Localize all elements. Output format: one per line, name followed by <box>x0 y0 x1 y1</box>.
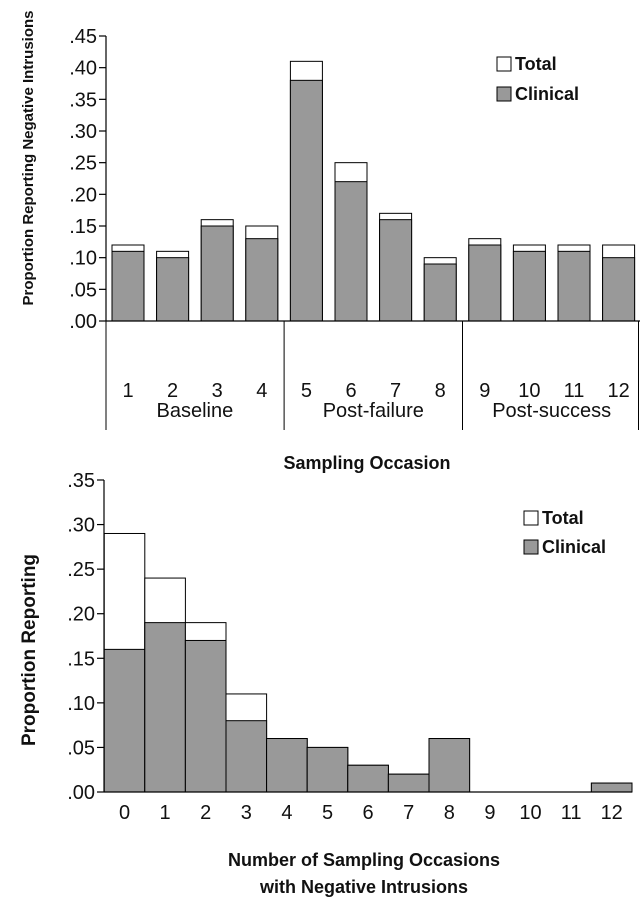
top-group-labels: Baseline Post-failure Post-success <box>106 321 639 430</box>
bar-clinical <box>469 245 501 321</box>
x-tick-label: 2 <box>200 802 211 824</box>
bar-clinical <box>226 721 267 792</box>
bar-clinical <box>348 765 389 792</box>
y-tick-label: .10 <box>69 248 97 270</box>
top-y-axis-title: Proportion Reporting Negative Intrusions <box>20 10 37 305</box>
x-tick-label: 4 <box>256 380 267 402</box>
group-label: Post-failure <box>323 400 424 422</box>
x-tick-label: 4 <box>281 802 292 824</box>
bar-clinical <box>424 264 456 321</box>
x-tick-label: 8 <box>435 380 446 402</box>
y-tick-label: .40 <box>69 58 97 80</box>
bar-clinical <box>145 623 186 792</box>
y-tick-label: .35 <box>67 470 95 492</box>
bottom-legend-label-total: Total <box>542 508 584 528</box>
x-tick-label: 8 <box>444 802 455 824</box>
x-tick-label: 5 <box>301 380 312 402</box>
bar-clinical <box>267 739 308 792</box>
bar-clinical <box>246 239 278 321</box>
bar-clinical <box>380 220 412 321</box>
bar-clinical <box>388 774 429 792</box>
bar-clinical <box>112 251 144 321</box>
x-tick-label: 11 <box>561 802 582 824</box>
bar-clinical <box>591 783 632 792</box>
bar-clinical <box>603 258 635 321</box>
x-tick-label: 5 <box>322 802 333 824</box>
y-tick-label: .20 <box>69 184 97 206</box>
bar-clinical <box>185 640 226 792</box>
y-tick-label: .15 <box>67 648 95 670</box>
x-tick-label: 12 <box>601 802 623 824</box>
x-tick-label: 6 <box>363 802 374 824</box>
x-tick-label: 7 <box>390 380 401 402</box>
bottom-chart: Proportion Reporting .00 .05 .10 .15 .20 .25.… <box>19 470 632 897</box>
y-tick-label: .00 <box>67 782 95 804</box>
y-tick-label: .35 <box>69 89 97 111</box>
y-tick-label: .00 <box>69 311 97 333</box>
top-legend-label-total: Total <box>515 54 557 74</box>
bottom-x-axis-title-line2: with Negative Intrusions <box>259 877 468 897</box>
group-label: Baseline <box>157 400 234 422</box>
bottom-x-axis-title-line1: Number of Sampling Occasions <box>228 850 500 870</box>
y-tick-label: .25 <box>67 559 95 581</box>
bar-clinical <box>513 251 545 321</box>
bar-clinical <box>290 80 322 321</box>
bar-clinical <box>307 747 348 792</box>
x-tick-label: 12 <box>607 380 629 402</box>
bottom-x-ticks: 0 1 2 3 4 5 6 7 8 9 10 11 12 <box>119 802 623 824</box>
x-tick-label: 10 <box>518 380 540 402</box>
group-label: Post-success <box>492 400 611 422</box>
y-tick-label: .30 <box>69 121 97 143</box>
y-tick-label: .30 <box>67 515 95 537</box>
x-tick-label: 2 <box>167 380 178 402</box>
top-legend-swatch-clinical <box>497 87 511 101</box>
y-tick-label: .05 <box>69 279 97 301</box>
y-tick-label: .05 <box>67 737 95 759</box>
x-tick-label: 1 <box>160 802 171 824</box>
bar-clinical <box>429 739 470 792</box>
x-tick-label: 0 <box>119 802 130 824</box>
bar-clinical <box>335 182 367 321</box>
x-tick-label: 7 <box>403 802 414 824</box>
top-x-ticks: 1 2 3 4 5 6 7 8 9 10 11 12 <box>122 380 629 402</box>
bottom-y-axis-title: Proportion Reporting <box>19 554 40 746</box>
y-tick-label: .25 <box>69 153 97 175</box>
bottom-y-ticks: .00 .05 .10 .15 .20 .25 .30 .35 <box>67 470 104 804</box>
x-tick-label: 6 <box>345 380 356 402</box>
x-tick-label: 3 <box>212 380 223 402</box>
y-tick-label: .45 <box>69 26 97 48</box>
bottom-bars <box>104 533 632 792</box>
bar-clinical <box>104 649 145 792</box>
top-y-ticks: .00 .05 .10 .15 .20 .25 .30 .35 .40 .45 <box>69 26 106 333</box>
top-x-axis-title: Sampling Occasion <box>283 453 450 473</box>
x-tick-label: 1 <box>122 380 133 402</box>
bar-clinical <box>201 226 233 321</box>
y-tick-label: .15 <box>69 216 97 238</box>
bar-clinical <box>558 251 590 321</box>
y-tick-label: .20 <box>67 604 95 626</box>
x-tick-label: 9 <box>479 380 490 402</box>
x-tick-label: 11 <box>564 380 585 402</box>
bottom-legend-swatch-total <box>524 511 538 525</box>
top-legend: Total Clinical <box>497 54 579 104</box>
bottom-legend-swatch-clinical <box>524 540 538 554</box>
top-chart: Proportion Reporting Negative Intrusions… <box>20 10 640 473</box>
bar-clinical <box>157 258 189 321</box>
bottom-legend: Total Clinical <box>524 508 606 557</box>
top-legend-label-clinical: Clinical <box>515 84 579 104</box>
x-tick-label: 9 <box>484 802 495 824</box>
x-tick-label: 10 <box>519 802 541 824</box>
y-tick-label: .10 <box>67 693 95 715</box>
x-tick-label: 3 <box>241 802 252 824</box>
top-legend-swatch-total <box>497 57 511 71</box>
bottom-legend-label-clinical: Clinical <box>542 537 606 557</box>
